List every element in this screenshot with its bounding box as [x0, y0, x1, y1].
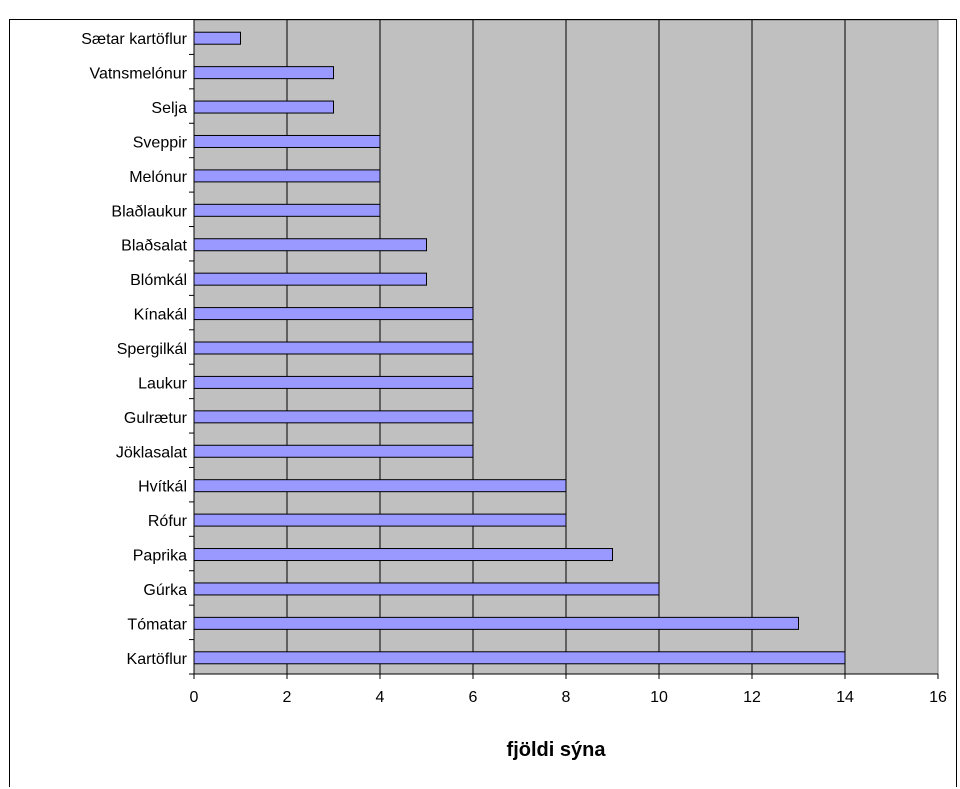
x-tick-label: 16 [929, 689, 947, 706]
category-label: Vatnsmelónur [89, 66, 187, 83]
x-axis-title: fjöldi sýna [507, 739, 607, 761]
bar [193, 272, 427, 286]
category-label: Tómatar [127, 616, 187, 633]
bar [193, 341, 474, 355]
category-label: Selja [151, 100, 187, 117]
x-tick-label: 4 [376, 689, 385, 706]
bar [193, 31, 241, 45]
bar [193, 66, 334, 80]
bar [193, 651, 846, 665]
category-label: Blaðsalat [121, 238, 187, 255]
x-tick-label: 14 [836, 689, 854, 706]
category-label: Kartöflur [127, 651, 188, 668]
category-label: Blómkál [130, 272, 187, 289]
x-tick-label: 12 [743, 689, 761, 706]
bar [193, 134, 381, 148]
category-label: Laukur [138, 375, 188, 392]
x-tick-label: 8 [562, 689, 571, 706]
bar-chart: Sætar kartöflur Vatnsmelónur Selja Sveppir M… [81, 20, 947, 761]
x-tick-label: 2 [283, 689, 292, 706]
x-tick-label: 10 [650, 689, 668, 706]
category-label: Jöklasalat [116, 444, 188, 461]
bar [193, 479, 567, 493]
bar [193, 203, 381, 217]
category-label: Gulrætur [124, 410, 188, 427]
category-labels: Sætar kartöflur Vatnsmelónur Selja Sveppir M… [81, 31, 187, 668]
x-tick-label: 6 [469, 689, 478, 706]
category-label: Gúrka [143, 582, 187, 599]
bar [193, 100, 334, 114]
bar [193, 582, 660, 596]
category-label: Paprika [133, 548, 187, 565]
bar [193, 169, 381, 183]
category-label: Spergilkál [117, 341, 187, 358]
bar [193, 307, 474, 321]
category-label: Sveppir [133, 134, 188, 151]
category-label: Kínakál [134, 307, 187, 324]
bar [193, 410, 474, 424]
bar [193, 548, 613, 562]
chart-frame: Sætar kartöflur Vatnsmelónur Selja Sveppir M… [9, 19, 957, 787]
category-label: Melónur [129, 169, 187, 186]
bar [193, 444, 474, 458]
bars [193, 31, 846, 665]
category-label: Rófur [148, 513, 188, 530]
category-label: Sætar kartöflur [81, 31, 187, 48]
bar [193, 513, 567, 527]
category-label: Hvítkál [138, 479, 187, 496]
x-ticks: 0 2 4 6 8 10 12 14 16 [189, 20, 947, 706]
bar [193, 616, 799, 630]
category-label: Blaðlaukur [111, 203, 187, 220]
bar [193, 238, 427, 252]
bar [193, 375, 474, 389]
x-tick-label: 0 [190, 689, 199, 706]
